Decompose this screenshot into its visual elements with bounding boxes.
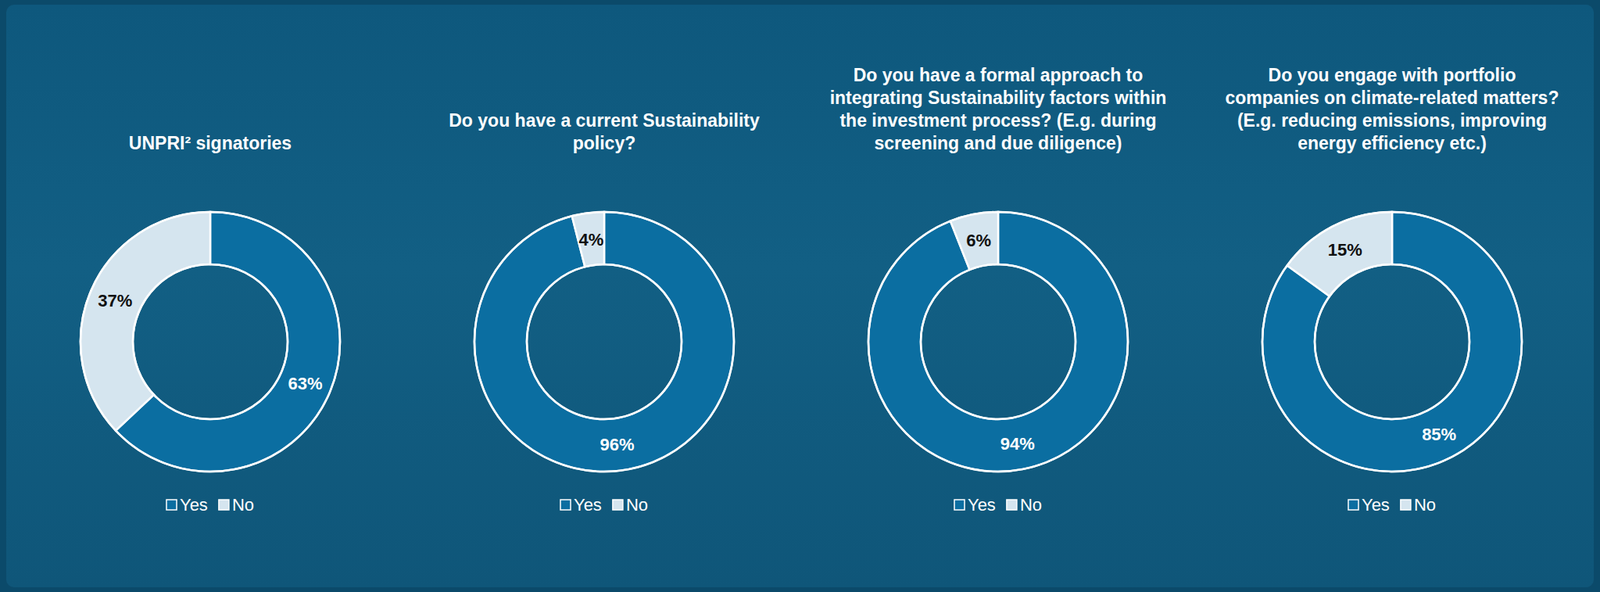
legend-swatch [1400, 499, 1411, 510]
donut [1262, 211, 1522, 472]
legend-swatch [954, 499, 965, 510]
donut-slice [474, 211, 734, 472]
data-label: 37% [97, 290, 133, 311]
data-label: 94% [1000, 433, 1035, 454]
data-label: 96% [600, 434, 635, 455]
legend-swatch [612, 499, 623, 510]
legend-swatch [560, 499, 571, 510]
chart-title: Do you have a current Sustainability pol… [432, 109, 777, 155]
legend-label: No [1020, 494, 1042, 515]
donut-slice [572, 211, 605, 267]
chart-title: UNPRI² signatories [38, 132, 383, 155]
data-label: 6% [966, 230, 992, 251]
donut [868, 211, 1128, 472]
legend-label: No [232, 494, 255, 515]
legend-label: No [1413, 494, 1436, 515]
donut-slice [868, 211, 1128, 472]
data-label: 85% [1421, 424, 1457, 444]
donut [474, 211, 734, 472]
data-label: 15% [1327, 239, 1363, 260]
data-label: 4% [578, 229, 604, 250]
legend-label: Yes [967, 494, 996, 515]
legend-swatch [218, 499, 230, 510]
legend: Yes No [1348, 494, 1436, 515]
legend: Yes No [560, 494, 648, 515]
legend-label: No [626, 494, 648, 515]
ring-outline [474, 211, 734, 472]
donut-slice [80, 211, 211, 431]
chart-title: Do you have a formal approach to integra… [826, 64, 1171, 155]
legend: Yes No [954, 494, 1042, 515]
legend-label: Yes [573, 494, 602, 515]
ring-outline [526, 264, 682, 419]
donut-slice [1262, 211, 1522, 472]
legend-swatch [166, 499, 177, 510]
legend-swatch [1006, 499, 1017, 510]
legend-label: Yes [1361, 494, 1390, 515]
legend-swatch [1348, 499, 1359, 510]
ring-outline [132, 264, 288, 419]
ring-outline [868, 211, 1128, 472]
ring-outline [1262, 211, 1522, 472]
legend: Yes No [166, 494, 255, 515]
ring-outline [1314, 264, 1470, 419]
chart-title: Do you engage with portfolio companies o… [1220, 64, 1565, 155]
donut [80, 211, 341, 472]
donut-slice [950, 211, 999, 270]
ring-outline [920, 264, 1076, 419]
data-label: 63% [288, 373, 323, 394]
ring-outline [80, 211, 341, 472]
legend-label: Yes [179, 494, 208, 515]
